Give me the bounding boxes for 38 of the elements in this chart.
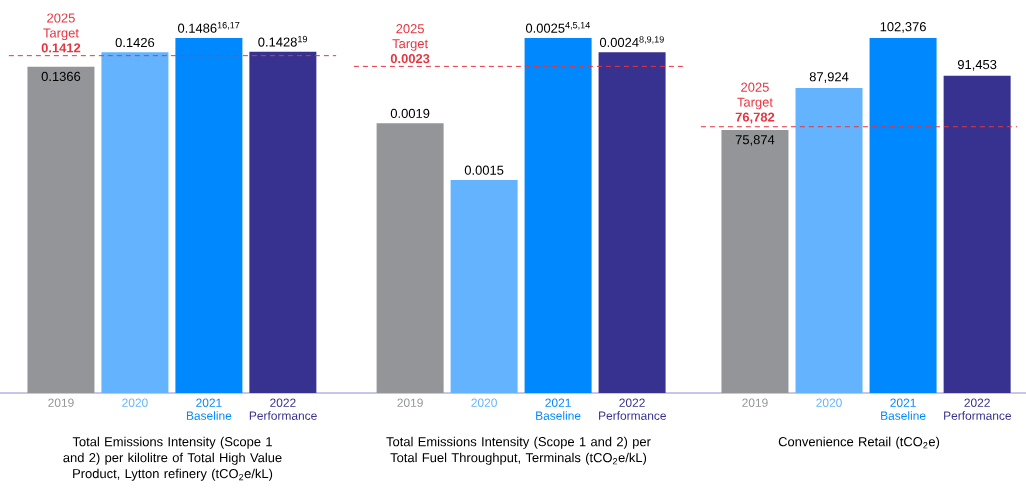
data-label: 0.1426 <box>115 37 155 48</box>
data-label: 75,874 <box>735 135 775 146</box>
data-label: 91,453 <box>957 59 997 71</box>
bar <box>869 37 937 393</box>
data-label: 0.1366 <box>41 71 81 82</box>
data-label: 0.1486$^{16,17}$ <box>177 21 240 33</box>
ref-line-label: 2025 Target 76,782 <box>735 82 775 124</box>
ref-line-label: 2025 Target 0.1412 <box>41 13 81 53</box>
bar <box>376 123 444 393</box>
x-axis-title: Convenience Retail (tCO$_{2}$e) <box>778 436 940 449</box>
data-label: 0.1428$^{19}$ <box>258 35 308 47</box>
x-tick-label: 2022 Performance <box>944 398 1012 420</box>
x-tick-label: 2020 <box>816 398 842 407</box>
x-tick-label: 2022 Performance <box>249 398 317 420</box>
x-tick-label: 2019 <box>48 398 74 407</box>
x-tick-label: 2022 Performance <box>599 398 666 420</box>
data-label: 102,376 <box>880 22 926 33</box>
ref-line-label: 2025 Target 0.0023 <box>390 24 430 64</box>
data-label: 0.0015 <box>464 165 504 175</box>
bar <box>598 52 666 393</box>
x-tick-label: 2021 Baseline <box>186 398 232 420</box>
data-label: 0.0019 <box>390 108 430 118</box>
bar <box>795 88 863 393</box>
x-tick-label: 2021 Baseline <box>536 398 581 420</box>
data-label: 87,924 <box>809 72 849 83</box>
data-label: 0.0024$^{8,9,19}$ <box>599 36 664 47</box>
x-tick-label: 2020 <box>122 398 148 407</box>
bar <box>524 37 592 393</box>
x-tick-label: 2019 <box>742 398 768 407</box>
x-axis-title: Total Emissions Intensity (Scope 1 and 2) per kilolitre of Total High Value Product, Lytton refinery (tCO$_{2}$e/kL) <box>63 436 282 481</box>
x-tick-label: 2019 <box>397 398 423 407</box>
bar <box>450 179 518 393</box>
data-label: 0.0025$^{4,5,14}$ <box>525 22 590 33</box>
x-tick-label: 2020 <box>471 398 497 407</box>
x-axis-title: Total Emissions Intensity (Scope 1 and 2) per Total Fuel Throughput, Terminals (tCO$_{2}$e/kL) <box>386 436 651 465</box>
bar <box>943 75 1011 393</box>
x-tick-label: 2021 Baseline <box>881 398 926 420</box>
bar <box>721 129 789 393</box>
